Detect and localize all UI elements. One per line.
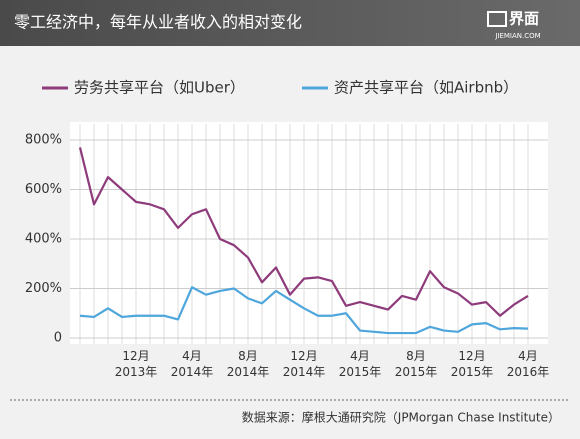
x-tick-label: 4月 2014年 <box>170 349 214 379</box>
x-tick-label: 8月 2014年 <box>226 349 270 379</box>
y-tick-label: 0 <box>54 331 62 346</box>
y-tick-label: 400% <box>25 232 62 247</box>
x-tick-label: 12月 2015年 <box>450 349 494 379</box>
y-tick-label: 200% <box>25 281 62 296</box>
x-tick-label: 12月 2014年 <box>282 349 326 379</box>
logo-sub: JIEMIAN.COM <box>494 32 540 40</box>
x-tick-label: 4月 2016年 <box>506 349 550 379</box>
header-title: 零工经济中，每年从业者收入的相对变化 <box>14 13 302 32</box>
logo-icon <box>487 11 507 27</box>
x-tick-label: 12月 2013年 <box>114 349 158 379</box>
y-tick-label: 800% <box>25 133 62 148</box>
line-series <box>79 286 529 335</box>
logo: 界面 <box>509 10 539 28</box>
line-series <box>78 147 529 317</box>
y-tick-label: 600% <box>25 182 62 197</box>
legend-label: 资产共享平台（如Airbnb） <box>334 79 518 97</box>
x-tick-label: 8月 2015年 <box>394 349 438 379</box>
legend-label: 劳务共享平台（如Uber） <box>74 79 245 97</box>
header-bar <box>0 0 580 46</box>
source: 数据来源：摩根大通研究院（JPMorgan Chase Institute） <box>242 410 560 425</box>
x-tick-label: 4月 2015年 <box>338 349 382 379</box>
